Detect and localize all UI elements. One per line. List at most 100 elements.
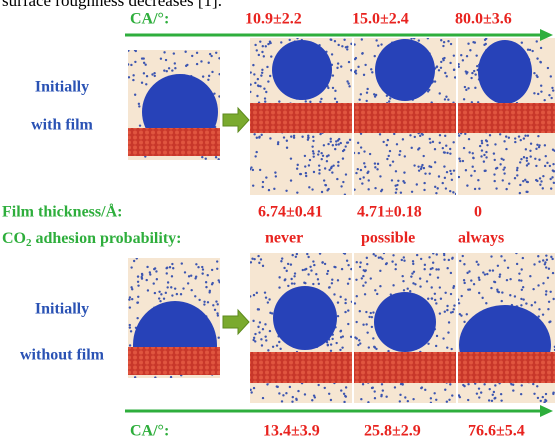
molecule (277, 386, 279, 388)
molecule (402, 180, 404, 182)
molecule (359, 266, 361, 268)
molecule (330, 140, 332, 142)
molecule (195, 263, 197, 265)
molecule (257, 78, 259, 80)
molecule (314, 396, 316, 398)
adhesion-value: always (458, 230, 504, 247)
molecule (345, 173, 347, 175)
molecule (347, 309, 349, 311)
molecule (548, 301, 550, 303)
molecule (382, 141, 384, 143)
molecule (434, 293, 436, 295)
molecule (538, 308, 540, 310)
molecule (395, 263, 397, 265)
molecule (330, 350, 332, 352)
molecule (368, 316, 370, 318)
molecule (499, 163, 501, 165)
molecule (449, 190, 451, 192)
molecule (305, 175, 307, 177)
molecule (320, 98, 322, 100)
molecule (266, 383, 268, 385)
molecule (184, 51, 186, 53)
molecule (391, 260, 393, 262)
molecule (424, 389, 426, 391)
molecule (533, 263, 535, 265)
molecule (153, 72, 155, 74)
molecule (286, 147, 288, 149)
molecule (362, 383, 364, 385)
molecule (337, 44, 339, 46)
molecule (358, 152, 360, 154)
ca-label: CA/°: (130, 423, 169, 440)
molecule (196, 52, 198, 54)
molecule (160, 58, 162, 60)
row-label: Initially (35, 301, 89, 318)
molecule (163, 297, 165, 299)
molecule (468, 151, 470, 153)
molecule (472, 152, 474, 154)
molecule (434, 148, 436, 150)
molecule (544, 263, 546, 265)
molecule (501, 300, 503, 302)
molecule (442, 147, 444, 149)
molecule (475, 54, 477, 56)
molecule (269, 312, 271, 314)
molecule (427, 343, 429, 345)
molecule (482, 271, 484, 273)
molecule (409, 134, 411, 136)
molecule (427, 37, 429, 39)
molecule (508, 137, 510, 139)
molecule (497, 265, 499, 267)
molecule (256, 292, 258, 294)
molecule (357, 344, 359, 346)
molecule (552, 272, 554, 274)
molecule (328, 393, 330, 395)
molecule (332, 87, 334, 89)
molecule (370, 277, 372, 279)
molecule (474, 73, 476, 75)
molecule (501, 291, 503, 293)
molecule (394, 268, 396, 270)
molecule (250, 166, 252, 168)
molecule (341, 346, 343, 348)
molecule (388, 100, 390, 102)
molecule (281, 257, 283, 259)
molecule (278, 286, 280, 288)
molecule (130, 330, 132, 332)
molecule (348, 85, 350, 87)
molecule (413, 271, 415, 273)
molecule (432, 262, 434, 264)
molecule (508, 182, 510, 184)
molecule (328, 286, 330, 288)
molecule (138, 105, 140, 107)
molecule (218, 337, 220, 339)
molecule (344, 194, 346, 196)
molecule (419, 277, 421, 279)
molecule (543, 99, 545, 101)
molecule (309, 101, 311, 103)
molecule (263, 88, 265, 90)
molecule (539, 184, 541, 186)
molecule (174, 62, 176, 64)
molecule (264, 97, 266, 99)
molecule (463, 279, 465, 281)
molecule (297, 164, 299, 166)
droplet (272, 40, 332, 100)
block-arrow (223, 108, 249, 132)
molecule (359, 342, 361, 344)
molecule (324, 167, 326, 169)
molecule (387, 350, 389, 352)
molecule (270, 55, 272, 57)
molecule (553, 170, 555, 172)
molecule (424, 172, 426, 174)
molecule (357, 66, 359, 68)
molecule (420, 168, 422, 170)
molecule (360, 398, 362, 400)
molecule (334, 148, 336, 150)
molecule (516, 174, 518, 176)
molecule (423, 182, 425, 184)
molecule (304, 155, 306, 157)
molecule (256, 95, 258, 97)
molecule (435, 302, 437, 304)
molecule (451, 257, 453, 259)
